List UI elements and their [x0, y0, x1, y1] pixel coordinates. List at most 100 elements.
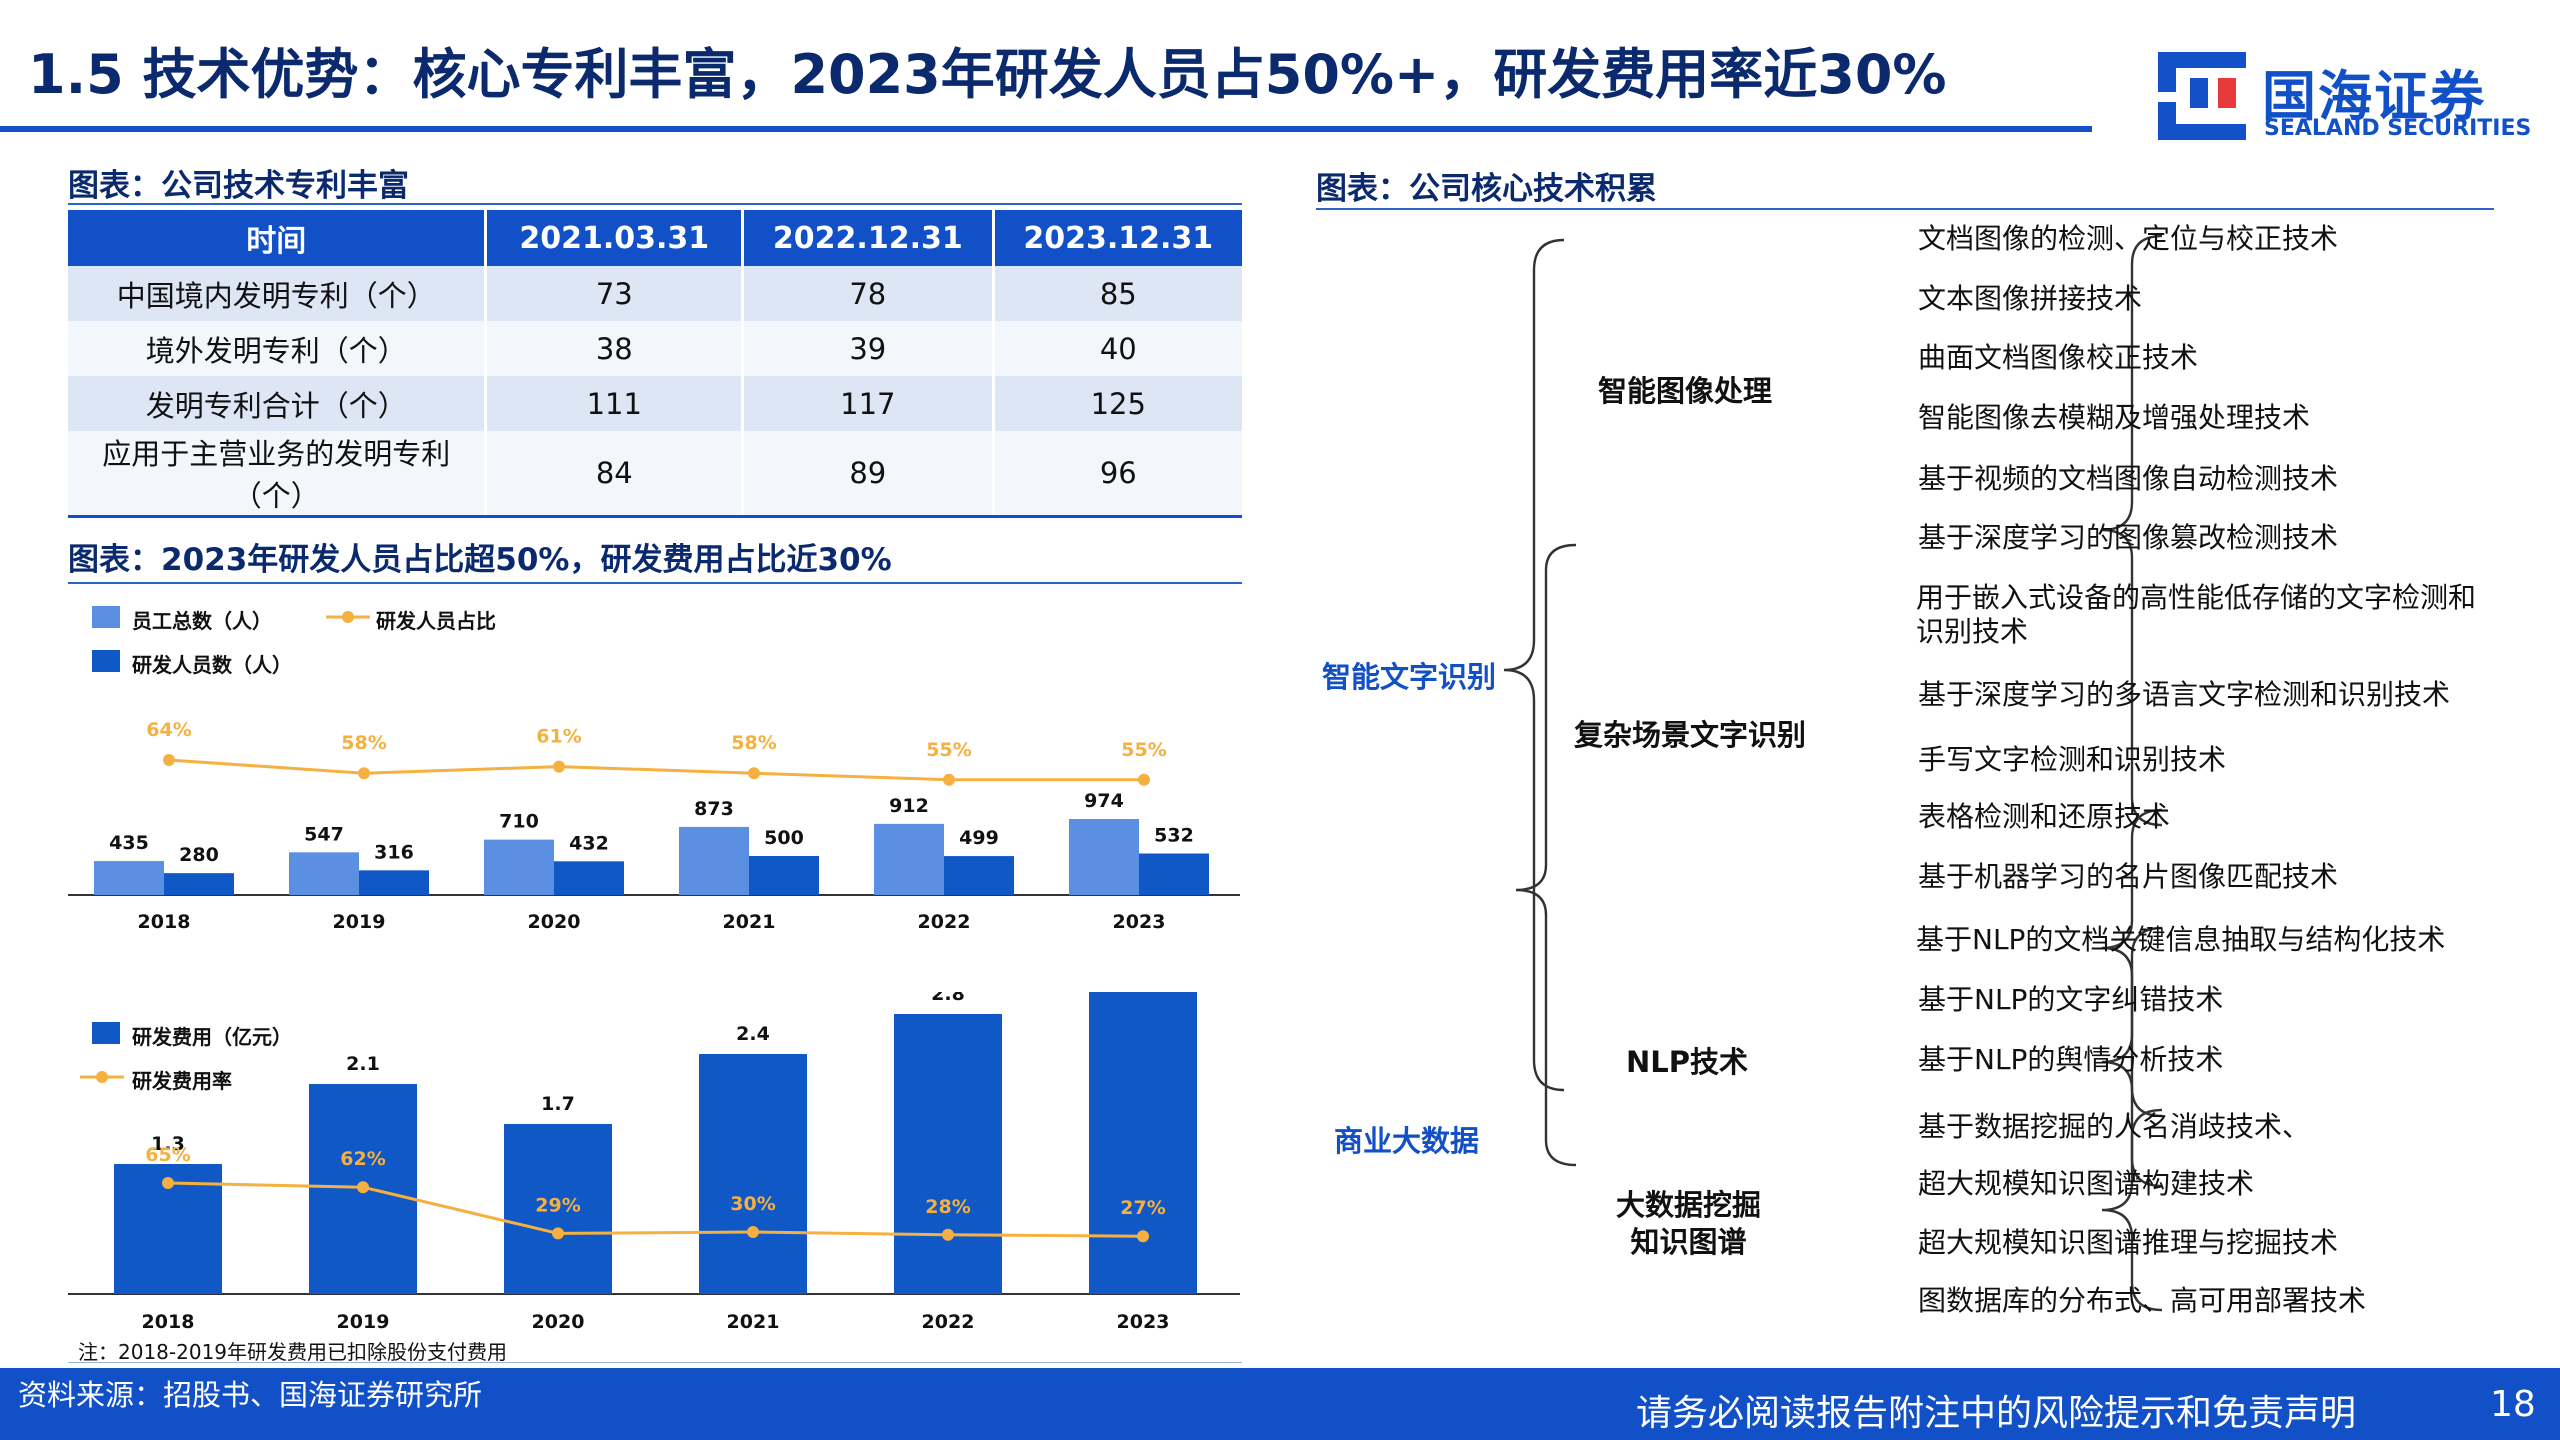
bar-total-staff: [874, 823, 944, 895]
data-label: 65%: [145, 1144, 190, 1166]
brace-root-ocr: [1503, 238, 1565, 1092]
tree-leaf: 基于数据挖掘的人名消歧技术、: [1918, 1110, 2311, 1143]
footer-source: 资料来源：招股书、国海证券研究所: [18, 1378, 483, 1412]
tree-leaf: 基于机器学习的名片图像匹配技术: [1918, 860, 2339, 893]
table-cell: 125: [993, 376, 1242, 431]
legend-swatch-rd-expense: [92, 1022, 120, 1044]
point-rd-rate: [162, 1177, 174, 1189]
brace-group-image: [2101, 234, 2163, 827]
table-row: 中国境内发明专利（个） 73 78 85: [68, 266, 1242, 321]
legend-label: 研发人员数（人）: [132, 653, 292, 677]
data-label: 28%: [925, 1196, 970, 1218]
brace-group-scene: [2101, 808, 2163, 1118]
point-rd-ratio: [1138, 773, 1150, 786]
table-row: 境外发明专利（个） 38 39 40: [68, 321, 1242, 376]
table-header-cell: 2021.03.31: [485, 210, 745, 266]
rd-section-title: 图表：2023年研发人员占比超50%，研发费用占比近30%: [68, 542, 892, 578]
data-label: 435: [109, 832, 149, 854]
bar-rd-expense: [699, 1054, 807, 1294]
data-label: 2.8: [931, 992, 965, 1005]
tree-group-kg-line1: 大数据挖掘: [1616, 1188, 1762, 1222]
bar-total-staff: [289, 852, 359, 895]
point-rd-ratio: [553, 760, 565, 773]
line-rd-rate: [167, 1181, 1144, 1238]
bar-total-staff: [94, 861, 164, 895]
x-tick-label: 2018: [138, 911, 191, 933]
tree-leaf: 超大规模知识图谱构建技术: [1918, 1167, 2255, 1200]
patent-section-rule: [68, 203, 1242, 205]
bar-rd-staff: [944, 856, 1014, 895]
data-label: 30%: [730, 1193, 775, 1215]
table-cell: 78: [742, 266, 995, 321]
data-label: 64%: [146, 719, 191, 741]
bar-rd-staff: [1139, 853, 1209, 895]
point-rd-rate: [1137, 1230, 1149, 1243]
tree-leaf: 基于NLP的舆情分析技术: [1918, 1043, 2224, 1076]
point-rd-rate: [747, 1226, 759, 1238]
legend-swatch-rd-staff: [92, 650, 120, 672]
table-cell: 38: [485, 321, 745, 376]
patent-section-title: 图表：公司技术专利丰富: [68, 168, 409, 204]
table-cell: 96: [993, 431, 1242, 518]
line-rd-ratio: [168, 758, 1144, 782]
table-cell: 89: [742, 431, 995, 518]
legend-line-marker-icon: [80, 1071, 124, 1083]
row-label: 境外发明专利（个）: [68, 321, 488, 376]
tree-root-bigdata: 商业大数据: [1334, 1124, 1480, 1158]
patent-table: 时间 2021.03.31 2022.12.31 2023.12.31 中国境内…: [68, 210, 1242, 518]
data-label: 55%: [1121, 739, 1166, 761]
data-label: 1.7: [541, 1093, 575, 1115]
table-cell: 39: [742, 321, 995, 376]
point-rd-rate: [942, 1228, 954, 1241]
x-tick-label: 2022: [918, 911, 971, 933]
point-rd-ratio: [358, 767, 370, 780]
bar-rd-expense: [894, 1014, 1002, 1294]
bar-total-staff: [1069, 819, 1139, 895]
tree-leaf: 基于NLP的文字纠错技术: [1918, 983, 2224, 1016]
footer-disclaimer: 请务必阅读报告附注中的风险提示和免责声明: [1636, 1393, 2357, 1434]
data-label: 500: [764, 827, 804, 849]
tree-leaf: 文档图像的检测、定位与校正技术: [1918, 222, 2339, 255]
x-tick-label: 2022: [922, 1311, 975, 1332]
legend-label: 员工总数（人）: [132, 609, 272, 633]
tree-root-ocr: 智能文字识别: [1322, 660, 1497, 694]
footer-bar: [0, 1368, 2560, 1440]
tech-tree-connectors: [1503, 234, 2163, 1312]
tree-group-scene: 复杂场景文字识别: [1574, 718, 1807, 752]
bar-rd-staff: [164, 873, 234, 895]
data-label: 532: [1154, 825, 1194, 847]
logo-mark-icon: [2158, 52, 2246, 140]
tree-leaf: 表格检测和还原技术: [1918, 800, 2171, 833]
data-label: 29%: [535, 1194, 580, 1216]
logo-text-en: SEALAND SECURITIES: [2264, 116, 2532, 141]
title-divider: [0, 126, 2092, 132]
bar-rd-staff: [359, 870, 429, 895]
point-rd-rate: [552, 1227, 564, 1240]
staff-chart: 435 280 2018 547 316 2019 710 432 2020 873 500 2021…: [68, 719, 1240, 933]
table-cell: 111: [485, 376, 745, 431]
table-cell: 117: [742, 376, 995, 431]
brand-logo: 国海证券 SEALAND SECURITIES: [2150, 46, 2532, 146]
legend-line-marker-icon: [326, 611, 370, 623]
tree-leaf: 基于深度学习的图像篡改检测技术: [1918, 521, 2339, 554]
tree-leaf: 基于视频的文档图像自动检测技术: [1918, 462, 2339, 495]
tree-leaf: 文本图像拼接技术: [1918, 282, 2143, 315]
x-tick-label: 2023: [1113, 911, 1166, 933]
tree-leaf: 手写文字检测和识别技术: [1918, 743, 2227, 776]
tree-group-kg-line2: 知识图谱: [1630, 1225, 1747, 1259]
data-label: 55%: [926, 739, 971, 761]
data-label: 62%: [340, 1148, 385, 1170]
data-label: 58%: [731, 732, 776, 754]
x-tick-label: 2021: [727, 1311, 780, 1332]
x-tick-label: 2021: [723, 911, 776, 933]
x-tick-label: 2023: [1117, 1311, 1170, 1332]
tree-group-image: 智能图像处理: [1598, 374, 1773, 408]
data-label: 280: [179, 844, 219, 866]
tech-section-rule: [1316, 208, 2494, 210]
page-number: 18: [2490, 1384, 2536, 1425]
data-label: 58%: [341, 732, 386, 754]
table-header-cell: 2022.12.31: [742, 210, 995, 266]
rd-section-bottom-rule: [68, 1362, 1242, 1363]
data-label: 912: [889, 795, 929, 817]
x-tick-label: 2019: [337, 1311, 390, 1332]
